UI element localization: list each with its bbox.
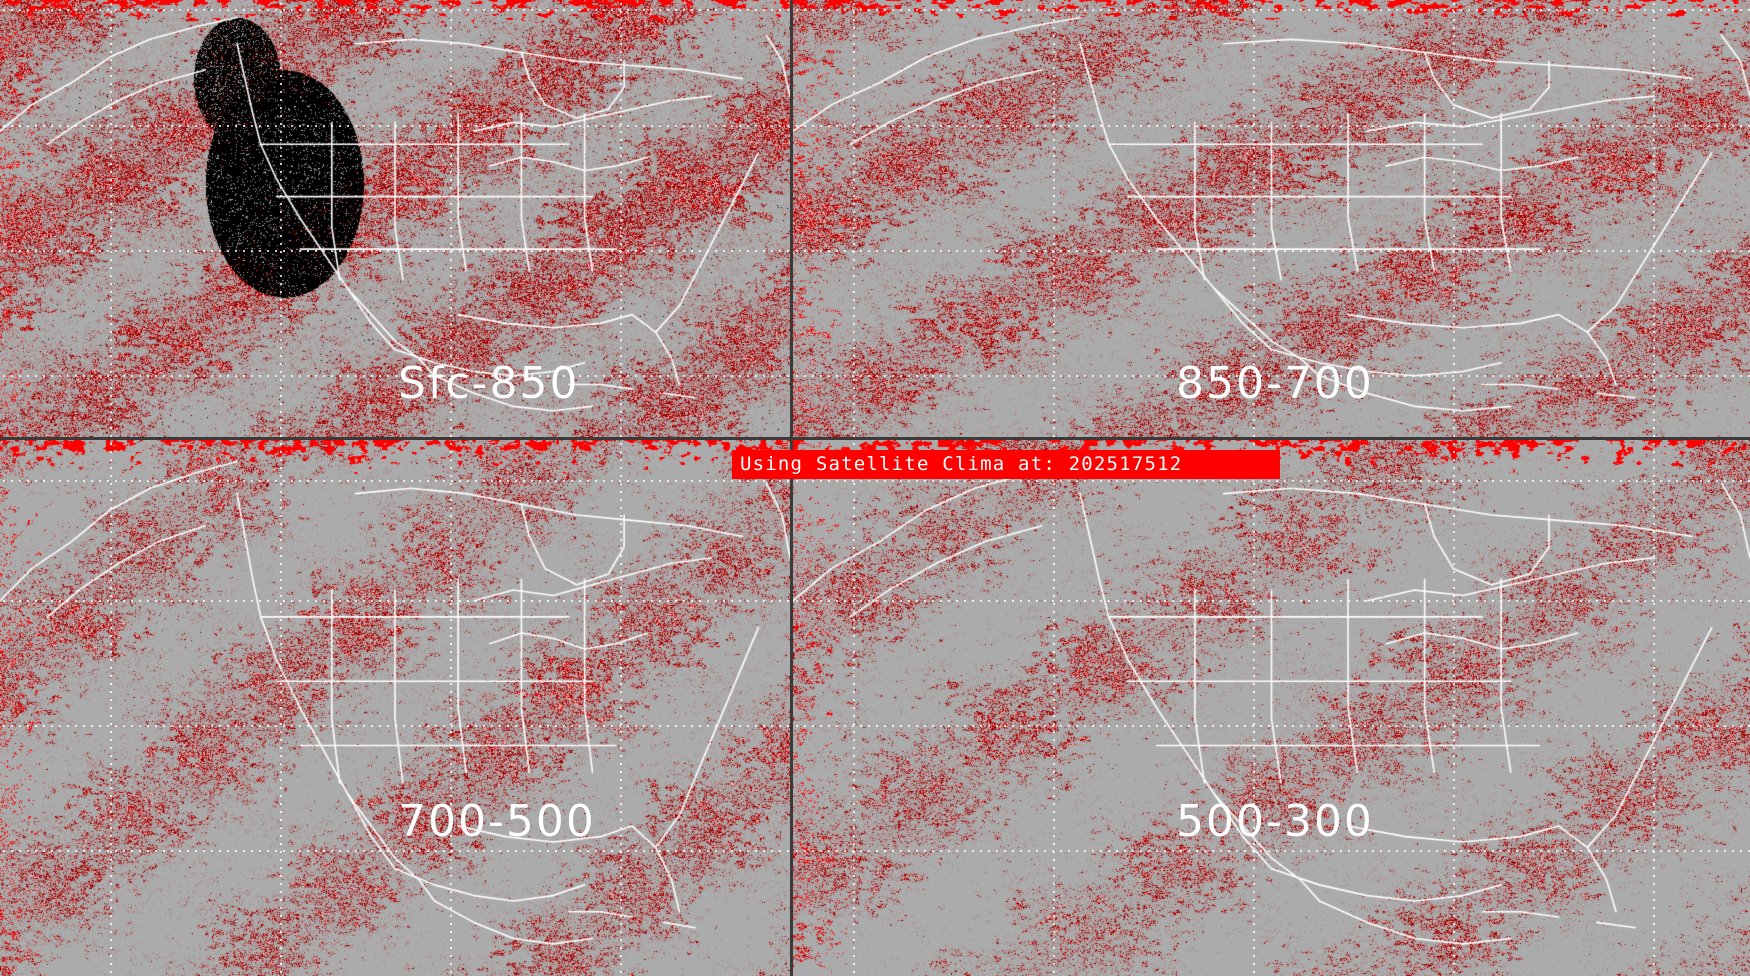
map-panel-500-300[interactable]	[793, 440, 1750, 976]
map-panel-700-500[interactable]	[0, 440, 790, 976]
map-raster-500-300	[793, 440, 1750, 976]
panel-label-700-500: 700-500	[398, 796, 596, 847]
panel-divider-vertical-top	[790, 0, 793, 437]
panel-divider-horizontal	[0, 437, 1750, 440]
map-panel-850-700[interactable]	[793, 0, 1750, 437]
map-raster-sfc-850	[0, 0, 790, 437]
panel-divider-vertical-bottom	[790, 440, 793, 976]
panel-label-500-300: 500-300	[1176, 796, 1374, 847]
map-raster-700-500	[0, 440, 790, 976]
panel-label-sfc-850: Sfc-850	[398, 358, 580, 409]
map-panel-sfc-850[interactable]	[0, 0, 790, 437]
panel-label-850-700: 850-700	[1176, 358, 1374, 409]
status-banner: Using Satellite Clima at: 202517512	[732, 450, 1280, 479]
map-raster-850-700	[793, 0, 1750, 437]
